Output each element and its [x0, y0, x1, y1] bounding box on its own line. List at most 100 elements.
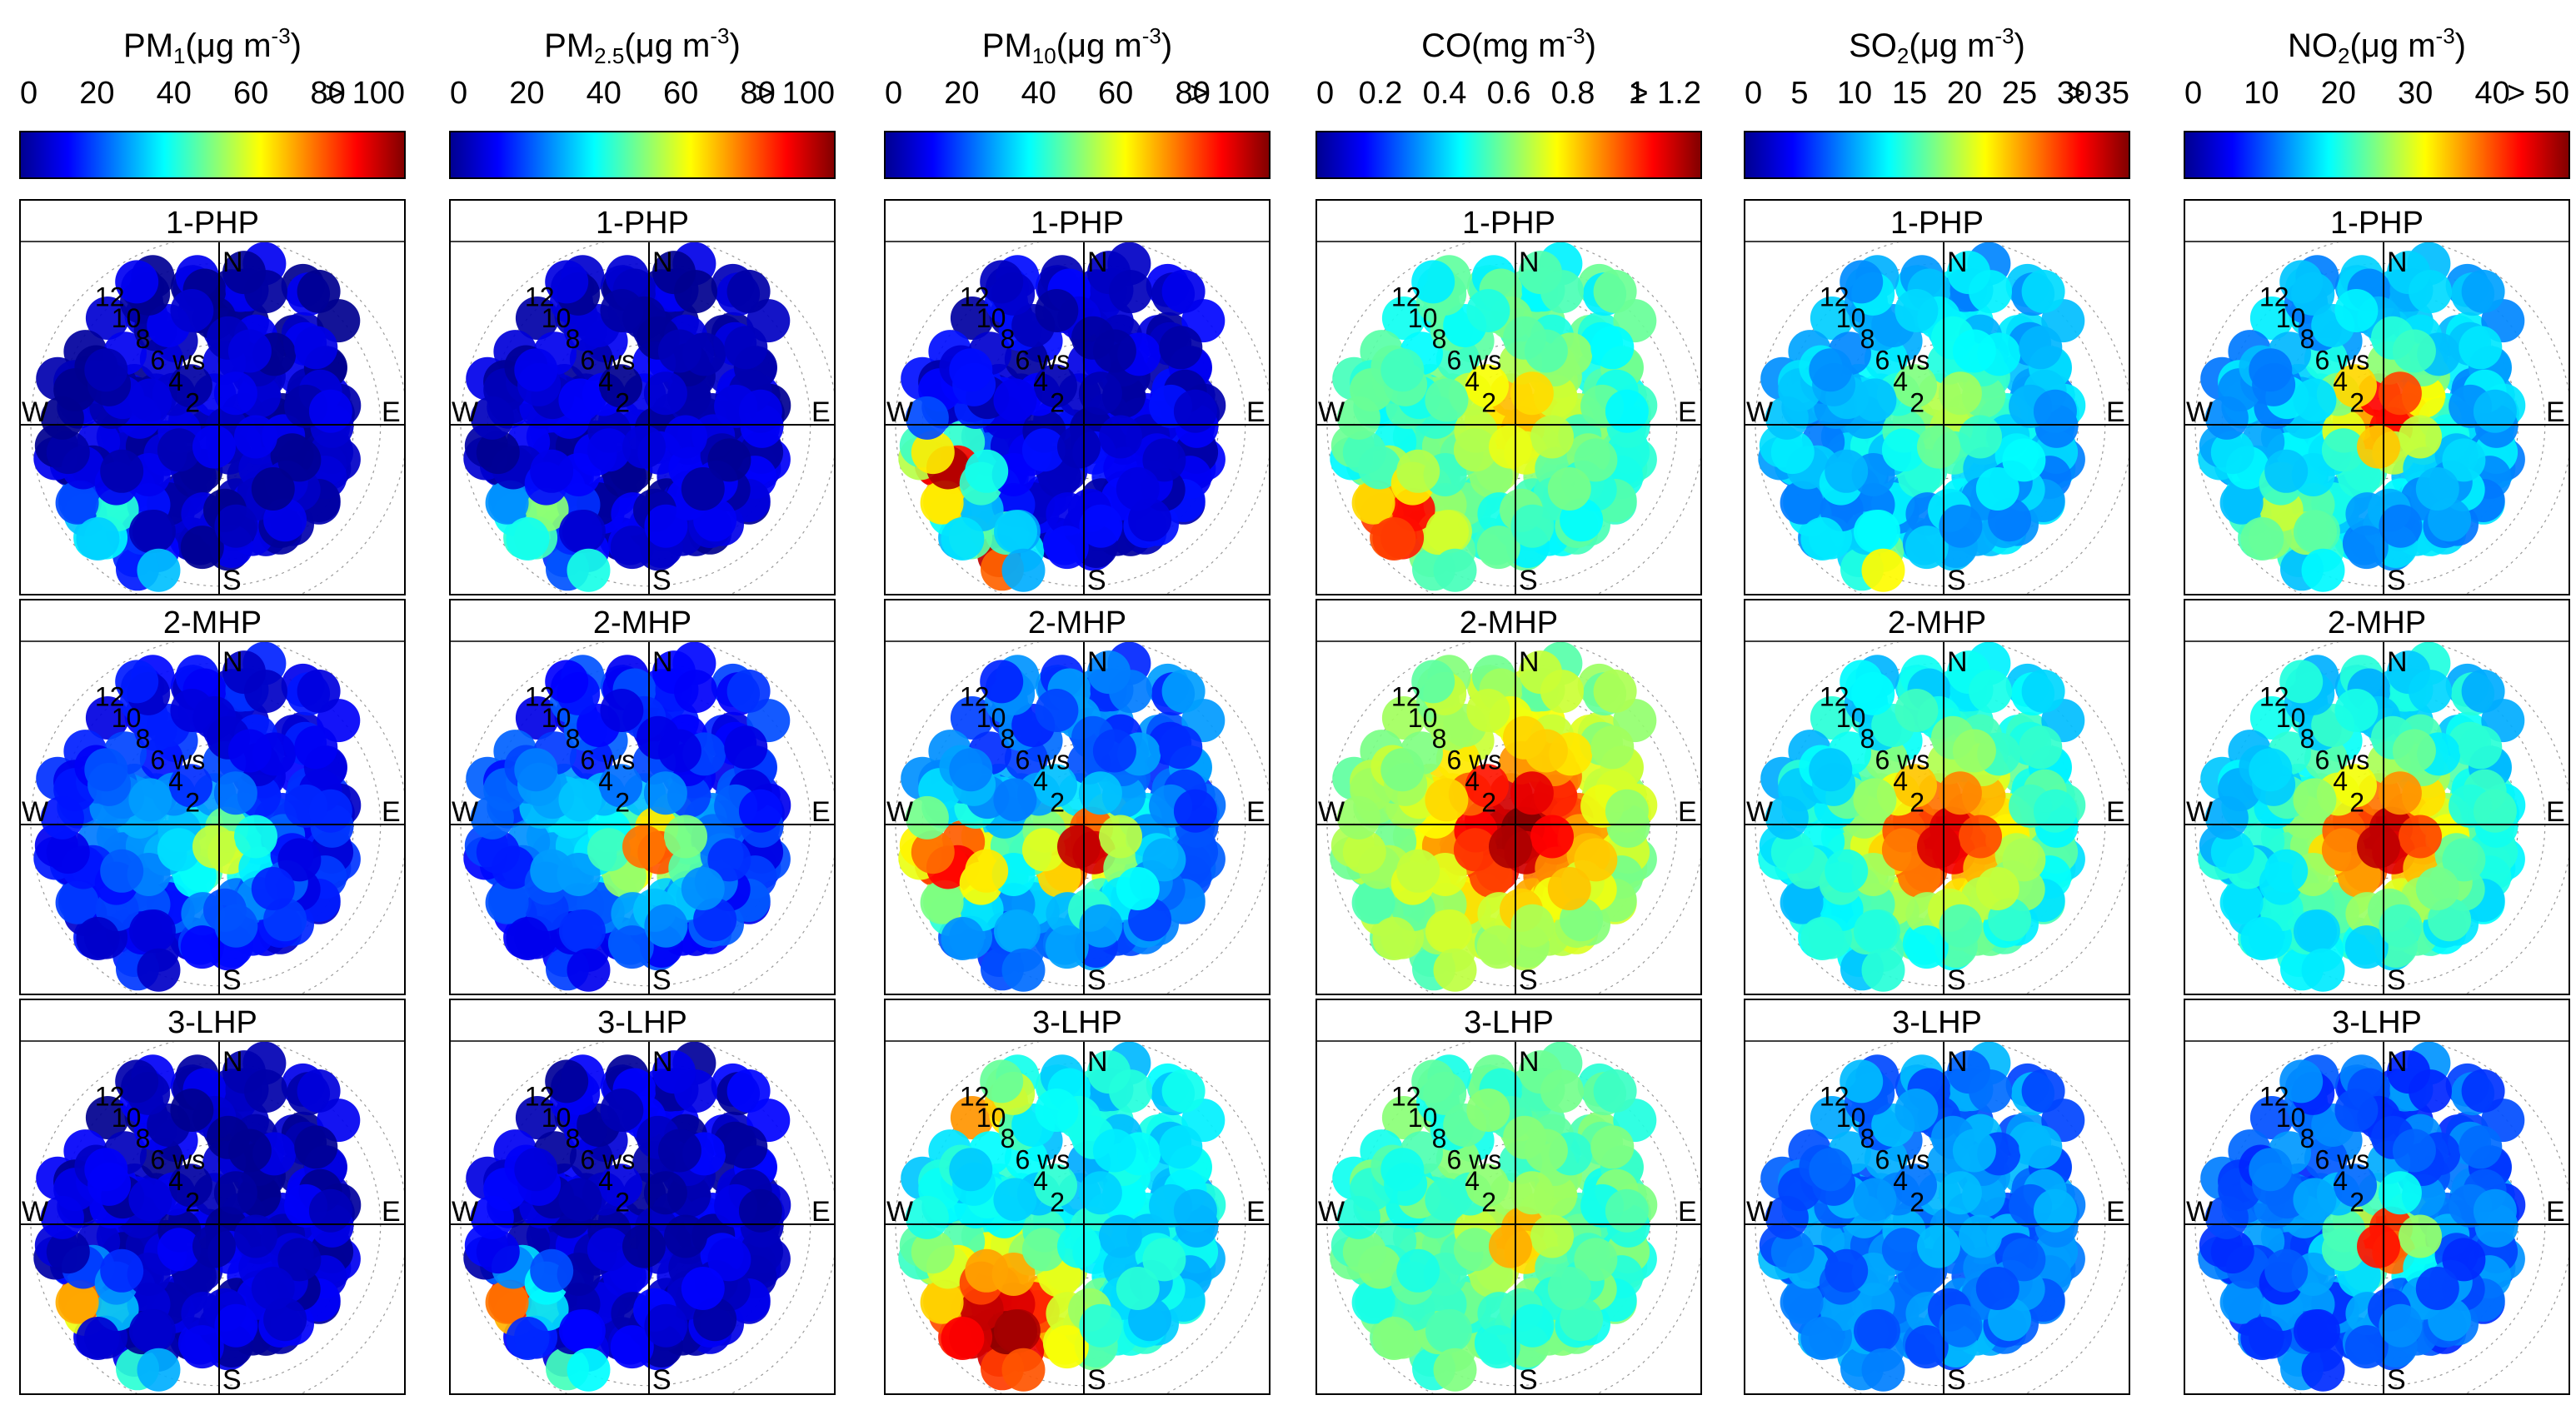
concentration-point [100, 849, 144, 893]
colorbar-tick-pm10: 20 [944, 76, 979, 111]
concentration-point [2249, 1148, 2293, 1192]
compass-e-label: E [382, 396, 401, 428]
compass-w-label: W [22, 396, 48, 428]
concentration-point [1975, 1267, 2019, 1310]
ws-tick-label: 12 [1391, 1081, 1421, 1111]
column-title-no2: NO2(μg m-3) [2288, 23, 2466, 68]
concentration-point [2204, 1195, 2249, 1239]
concentration-point [2473, 789, 2517, 833]
concentration-point [1939, 904, 1983, 948]
concentration-point [2219, 481, 2264, 525]
concentration-point [1161, 669, 1206, 713]
concentration-point [1895, 689, 1939, 732]
concentration-point [157, 828, 201, 872]
ws-tick-label: 12 [2259, 681, 2289, 711]
concentration-point [1381, 296, 1425, 340]
concentration-point [1021, 828, 1066, 872]
concentration-point [297, 1069, 341, 1113]
concentration-point [965, 849, 1009, 893]
concentration-point [1433, 1348, 1477, 1392]
concentration-point [1952, 329, 1996, 373]
concentration-point [1116, 467, 1160, 511]
concentration-point [40, 396, 84, 440]
concentration-point [1905, 925, 1949, 969]
concentration-point [1809, 748, 1853, 792]
colorbar-tick-so2: 5 [1790, 76, 1808, 111]
concentration-point [1853, 378, 1897, 422]
ws-tick-label: 6 ws [1875, 745, 1930, 775]
concentration-point [707, 838, 751, 882]
concentration-point [1057, 425, 1101, 469]
concentration-point [2379, 504, 2423, 548]
ws-tick-label: 10 [2276, 703, 2306, 733]
compass-w-label: W [22, 796, 48, 828]
polar-surface [21, 642, 404, 994]
concentration-point [1770, 830, 1815, 874]
colorbar-tick-co: > 1.2 [1630, 76, 1701, 111]
colorbar-tick-co: 0 [1316, 76, 1334, 111]
concentration-point [515, 1096, 559, 1139]
colorbar-tick-pm25: 20 [509, 76, 544, 111]
concentration-point [1453, 428, 1497, 472]
concentration-point [46, 431, 90, 475]
concentration-point [1045, 925, 1089, 969]
compass-e-label: E [382, 1196, 401, 1228]
ws-tick-label: 10 [112, 303, 142, 333]
concentration-point [1425, 909, 1469, 954]
concentration-point [920, 1280, 964, 1324]
concentration-point [1142, 1238, 1186, 1282]
concentration-point [157, 1228, 201, 1272]
concentration-point [600, 1089, 644, 1132]
concentration-point [1079, 1303, 1123, 1348]
ws-tick-label: 2 [1910, 1188, 1925, 1218]
ws-tick-label: 10 [112, 703, 142, 733]
concentration-point [2442, 438, 2486, 482]
concentration-point [470, 1195, 514, 1239]
ws-tick-label: 10 [2276, 1103, 2306, 1133]
concentration-point [1853, 1178, 1897, 1222]
concentration-point [1035, 689, 1079, 732]
ws-tick-label: 8 [1001, 324, 1016, 354]
concentration-point [1001, 948, 1046, 992]
concentration-point [587, 828, 631, 872]
concentration-point [2344, 526, 2389, 570]
concentration-point [2033, 789, 2077, 833]
concentration-point [1917, 1224, 1960, 1268]
ws-tick-label: 6 ws [1447, 1145, 1502, 1175]
ws-tick-label: 10 [1836, 1103, 1866, 1133]
concentration-point [950, 1096, 994, 1139]
concentration-point [2321, 1228, 2365, 1272]
ws-tick-label: 6 ws [151, 745, 206, 775]
ws-tick-label: 2 [1481, 788, 1496, 818]
compass-e-label: E [382, 796, 401, 828]
concentration-point [1465, 764, 1509, 808]
concentration-point [2473, 389, 2517, 433]
concentration-point [1142, 838, 1186, 882]
concentration-point [1917, 425, 1960, 469]
ws-tick-label: 2 [615, 788, 630, 818]
concentration-point [1765, 1195, 1809, 1239]
concentration-point [2249, 1096, 2294, 1139]
compass-e-label: E [811, 796, 831, 828]
ws-tick-label: 2 [615, 388, 630, 418]
concentration-point [2392, 1129, 2436, 1173]
concentration-point [170, 689, 214, 732]
concentration-point [1574, 1238, 1618, 1282]
concentration-point [1854, 1309, 1897, 1353]
concentration-point [2264, 449, 2309, 493]
ws-tick-label: 8 [1432, 724, 1447, 754]
compass-s-label: S [222, 1364, 242, 1396]
concentration-point [545, 660, 589, 704]
concentration-point [2321, 428, 2365, 472]
concentration-point [664, 1214, 707, 1258]
concentration-point [2204, 396, 2249, 440]
concentration-point [1590, 725, 1635, 770]
concentration-point [1952, 1129, 1996, 1173]
colorbar-tick-no2: 10 [2244, 76, 2279, 111]
